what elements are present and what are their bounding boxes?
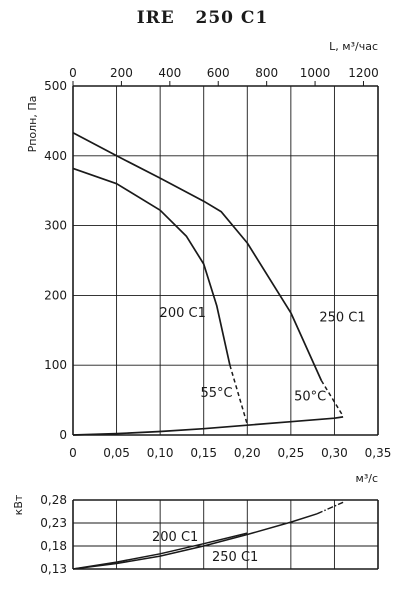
power-series-label: 250 C1 (212, 550, 258, 565)
x-tick-label: 0,15 (190, 446, 217, 460)
y-tick-label: 0 (59, 428, 67, 442)
power-curve-200-c1 (72, 532, 248, 570)
main-lines (72, 132, 344, 436)
y-tick-label: 200 (44, 288, 67, 302)
main-ticks: 0 0,05 0,10 0,15 0,20 0,25 0,30 0,35 0 100 200 300 4… (44, 66, 391, 460)
power-ticks: 0,13 0,18 0,23 0,28 (40, 493, 67, 576)
x-tick-label: 0,20 (234, 446, 261, 460)
top-axis-title: L, м³/час (329, 40, 378, 53)
series-label: 200 C1 (160, 306, 206, 321)
y-tick-label: 400 (44, 149, 67, 163)
top-tick-label: 400 (158, 66, 181, 80)
y-tick-label: 300 (44, 219, 67, 233)
power-series-label: 200 C1 (152, 530, 198, 545)
x-tick-label: 0,10 (147, 446, 174, 460)
y-axis-title: Рполн, Па (26, 96, 39, 153)
top-tick-label: 800 (255, 66, 278, 80)
x-axis-title: м³/с (356, 472, 378, 485)
x-tick-label: 0,25 (277, 446, 304, 460)
power-grid (72, 499, 379, 570)
power-curve-250-c1 (72, 513, 318, 570)
power-curve-extension-dashed (316, 501, 344, 515)
top-tick-label: 1000 (300, 66, 331, 80)
y-tick-label: 0,28 (40, 493, 67, 507)
x-tick-label: 0,30 (321, 446, 348, 460)
main-labels: L, м³/час м³/с Рполн, Па 200 C1 55°C 250 C1 50… (26, 40, 378, 485)
x-tick-label: 0,05 (103, 446, 130, 460)
top-tick-label: 600 (207, 66, 230, 80)
chart-title: IRE 250 C1 (136, 8, 269, 28)
top-tick-label: 1200 (348, 66, 379, 80)
y-tick-label: 100 (44, 358, 67, 372)
curve-250-c1 (72, 132, 323, 381)
x-tick-label: 0,35 (365, 446, 392, 460)
temperature-label: 50°C (294, 389, 326, 404)
x-tick-label: 0 (69, 446, 77, 460)
curve-extension-dashed (229, 364, 249, 425)
power-lines (72, 501, 344, 570)
y-tick-label: 0,23 (40, 516, 67, 530)
top-tick-label: 0 (69, 66, 77, 80)
main-grid (72, 85, 379, 436)
y-axis-title: кВт (12, 494, 25, 515)
power-labels: кВт 200 C1 250 C1 (12, 494, 258, 565)
y-tick-label: 0,18 (40, 539, 67, 553)
curve-200-c1 (72, 167, 231, 366)
curve-power-draw (72, 416, 344, 436)
series-label: 250 C1 (319, 311, 365, 326)
y-tick-label: 500 (44, 79, 67, 93)
temperature-label: 55°C (200, 386, 232, 401)
top-tick-label: 200 (110, 66, 133, 80)
y-tick-label: 0,13 (40, 562, 67, 576)
